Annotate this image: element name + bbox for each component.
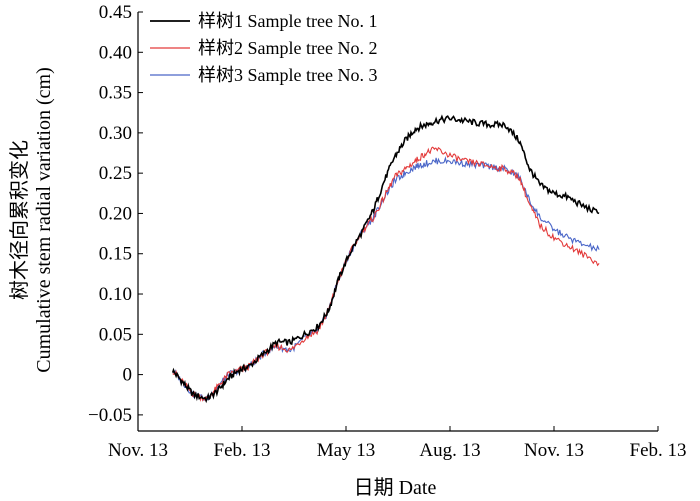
ticks: −0.05 0 0.05 0.10 0.15 0.20 0.25 0.30 0.35 0.40 0.… (88, 2, 686, 461)
x-tick-label: Feb. 13 (630, 440, 687, 461)
legend-label-2: 样树2 Sample tree No. 2 (198, 38, 377, 58)
y-tick-label: 0.15 (99, 244, 132, 265)
x-tick-label: May 13 (317, 440, 376, 461)
y-tick-label: 0.25 (99, 163, 132, 184)
y-tick-label: 0.35 (99, 83, 132, 104)
y-tick-label: 0.30 (99, 123, 132, 144)
y-tick-label: −0.05 (88, 405, 132, 426)
legend: 样树1 Sample tree No. 1 样树2 Sample tree No.… (150, 11, 377, 85)
y-tick-label: 0.20 (99, 203, 132, 224)
legend-label-1: 样树1 Sample tree No. 1 (198, 11, 377, 31)
y-tick-label: 0.10 (99, 284, 132, 305)
x-axis-title: 日期 Date (354, 477, 437, 499)
y-tick-label: 0.40 (99, 42, 132, 63)
x-tick-label: Nov. 13 (108, 440, 168, 461)
axes (137, 12, 658, 432)
series-line-2 (172, 146, 600, 402)
y-tick-label: 0.05 (99, 324, 132, 345)
y-tick-label: 0.45 (99, 2, 132, 23)
legend-label-3: 样树3 Sample tree No. 3 (198, 65, 377, 85)
x-tick-label: Aug. 13 (419, 440, 480, 461)
series-line-1 (171, 114, 600, 404)
x-tick-label: Nov. 13 (524, 440, 584, 461)
plot-area (171, 114, 600, 404)
y-tick-label: 0 (123, 365, 133, 386)
y-axis-title-en: Cumulative stem radial variation (cm) (33, 67, 55, 372)
x-tick-label: Feb. 13 (214, 440, 271, 461)
y-axis-title-cn: 树木径向累积变化 (8, 140, 31, 300)
